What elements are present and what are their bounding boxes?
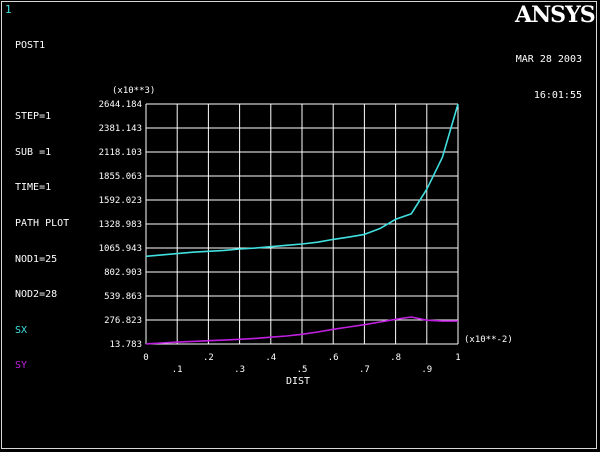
y-tick-label: 276.823 [104, 316, 142, 326]
info-line-sub: SUB =1 [15, 146, 52, 158]
y-multiplier-label: (x10**3) [112, 86, 155, 96]
datestamp: MAR 28 2003 16:01:55 [516, 30, 582, 114]
y-tick-label: 1855.063 [99, 172, 142, 182]
series-line-sx [145, 103, 459, 258]
info-panel: POST1 STEP=1 SUB =1 TIME=1 PATH PLOT NOD… [15, 16, 69, 384]
ansys-logo: ANSYS [515, 2, 596, 28]
time-text: 16:01:55 [533, 90, 582, 101]
x-tick-label: .2 [203, 353, 214, 363]
x-tick-label: .6 [328, 353, 339, 363]
x-tick-label: .9 [421, 365, 432, 375]
info-line-nod2: NOD2=28 [15, 289, 58, 301]
window-number: 1 [5, 3, 12, 16]
y-tick-label: 13.783 [109, 340, 142, 350]
x-multiplier-label: (x10**-2) [464, 335, 513, 345]
x-tick-label: 0 [143, 353, 148, 363]
x-tick-label: 1 [455, 353, 460, 363]
info-line-step: STEP=1 [15, 111, 52, 123]
info-line-path-plot: PATH PLOT [15, 217, 70, 229]
y-tick-label: 2644.184 [99, 100, 142, 110]
date-text: MAR 28 2003 [515, 54, 582, 65]
y-tick-label: 2118.103 [99, 148, 142, 158]
series-line-sy [145, 316, 458, 345]
legend-entry-sx: SX [15, 324, 28, 336]
x-tick-label: .1 [172, 365, 183, 375]
y-tick-label: 2381.143 [99, 124, 142, 134]
y-tick-label: 802.903 [104, 268, 142, 278]
x-tick-label: .5 [297, 365, 308, 375]
info-line-nod1: NOD1=25 [15, 253, 58, 265]
x-axis-label: DIST [286, 376, 310, 387]
info-line-title: POST1 [15, 40, 46, 51]
y-tick-label: 539.863 [104, 292, 142, 302]
x-tick-label: .7 [359, 365, 370, 375]
x-tick-label: .3 [234, 365, 245, 375]
y-tick-label: 1328.983 [99, 220, 142, 230]
legend-entry-sy: SY [15, 360, 28, 372]
x-tick-label: .8 [390, 353, 401, 363]
y-tick-label: 1065.943 [99, 244, 142, 254]
info-line-time: TIME=1 [15, 182, 52, 194]
y-tick-label: 1592.023 [99, 196, 142, 206]
x-tick-label: .4 [265, 353, 276, 363]
